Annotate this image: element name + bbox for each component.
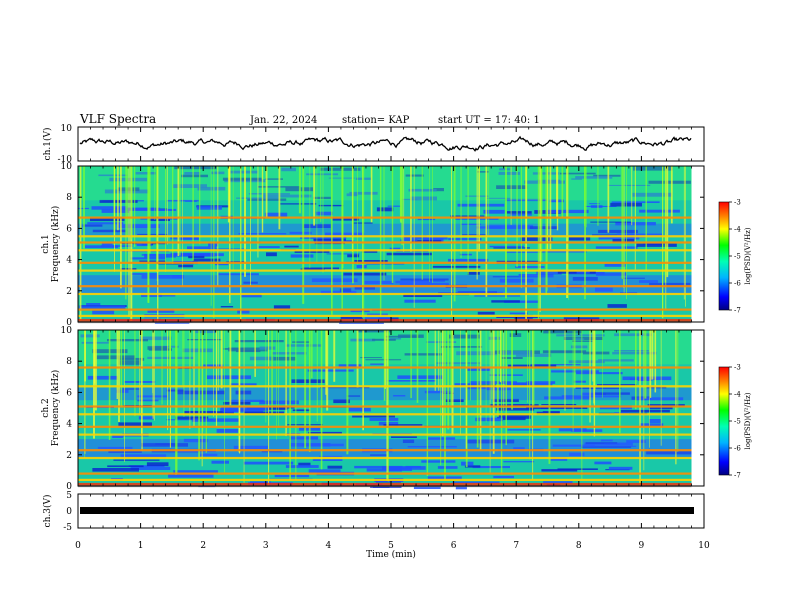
x-tick-label: 8 bbox=[576, 541, 582, 551]
ytick-label: 8 bbox=[66, 193, 72, 203]
colorbar-tick-label: -5 bbox=[734, 253, 741, 261]
ch2-colorbar-label: log(PSD)(V²/Hz) bbox=[744, 392, 752, 449]
colorbar-tick-label: -4 bbox=[734, 226, 741, 234]
colorbar-tick-label: -7 bbox=[734, 472, 741, 480]
ytick-label: 10 bbox=[61, 326, 73, 336]
ch3-waveform-line bbox=[80, 507, 694, 514]
date-label: Jan. 22, 2024 bbox=[249, 115, 317, 126]
colorbar-tick-label: -7 bbox=[734, 307, 741, 315]
x-axis-label: Time (min) bbox=[366, 549, 416, 560]
x-tick-label: 9 bbox=[639, 541, 645, 551]
x-tick-label: 7 bbox=[513, 541, 519, 551]
figure-title: VLF Spectra bbox=[79, 112, 156, 126]
x-tick-label: 10 bbox=[698, 541, 710, 551]
ch1-spec-ylabel-freq: Frequency (kHz) bbox=[50, 206, 61, 283]
ch2-spec-ylabel-channel: ch.2 bbox=[41, 398, 51, 417]
ch1-spectrogram-panel: ch.1 Frequency (kHz) 0 2 4 6 8 10 bbox=[41, 162, 705, 328]
x-tick-label: 3 bbox=[263, 541, 269, 551]
ch3-ytick-mid: 0 bbox=[66, 507, 72, 517]
ch1-spec-ylabel-channel: ch.1 bbox=[41, 234, 51, 253]
colorbar-tick-label: -4 bbox=[734, 391, 741, 399]
x-tick-label: 1 bbox=[138, 541, 144, 551]
ytick-label: 4 bbox=[66, 256, 72, 266]
ytick-label: 4 bbox=[66, 420, 72, 430]
x-tick-label: 4 bbox=[326, 541, 332, 551]
colorbar-tick-label: -5 bbox=[734, 418, 741, 426]
ytick-label: 6 bbox=[66, 224, 72, 234]
ytick-label: 2 bbox=[66, 287, 72, 297]
ytick-label: 8 bbox=[66, 357, 72, 367]
ytick-label: 6 bbox=[66, 388, 72, 398]
x-tick-label: 5 bbox=[388, 541, 394, 551]
x-tick-label: 6 bbox=[451, 541, 457, 551]
ch2-spectrogram-heatmap bbox=[78, 330, 704, 490]
ch1-waveform-panel: 10 -10 ch.1(V) bbox=[42, 124, 705, 165]
ch2-colorbar: -3 -4 -5 -6 -7 log(PSD)(V²/Hz) bbox=[718, 364, 752, 480]
ch3-ylabel: ch.3(V) bbox=[42, 495, 53, 528]
ch1-ytick-top: 10 bbox=[61, 124, 73, 134]
ch2-spectrogram-panel: ch.2 Frequency (kHz) 0 2 4 6 8 10 bbox=[41, 326, 705, 492]
x-tick-label: 0 bbox=[75, 541, 81, 551]
ch2-spec-ylabel-freq: Frequency (kHz) bbox=[50, 370, 61, 447]
ch3-waveform-panel: 5 0 -5 ch.3(V) bbox=[42, 491, 705, 533]
ytick-label: 0 bbox=[66, 318, 72, 328]
ytick-label: 10 bbox=[61, 162, 73, 172]
start-time-label: start UT = 17: 40: 1 bbox=[438, 115, 540, 126]
ch1-colorbar-label: log(PSD)(V²/Hz) bbox=[744, 227, 752, 284]
ytick-label: 0 bbox=[66, 482, 72, 492]
ytick-label: 2 bbox=[66, 451, 72, 461]
ch1-ylabel: ch.1(V) bbox=[42, 128, 53, 161]
station-label: station= KAP bbox=[342, 115, 410, 126]
colorbar-tick-label: -3 bbox=[734, 199, 741, 207]
ch1-ytick-bottom: -10 bbox=[58, 155, 73, 165]
x-axis: 0 1 2 3 4 5 6 7 8 9 10 bbox=[75, 127, 710, 551]
ch1-colorbar: -3 -4 -5 -6 -7 log(PSD)(V²/Hz) bbox=[718, 199, 752, 315]
colorbar-tick-label: -6 bbox=[734, 280, 741, 288]
colorbar-tick-label: -3 bbox=[734, 364, 741, 372]
ch1-spectrogram-heatmap bbox=[78, 166, 704, 324]
ch3-ytick-bottom: -5 bbox=[63, 523, 72, 533]
colorbar-tick-label: -6 bbox=[734, 445, 741, 453]
ch3-ytick-top: 5 bbox=[66, 491, 72, 501]
x-tick-label: 2 bbox=[200, 541, 206, 551]
ch1-waveform-line bbox=[79, 135, 692, 152]
